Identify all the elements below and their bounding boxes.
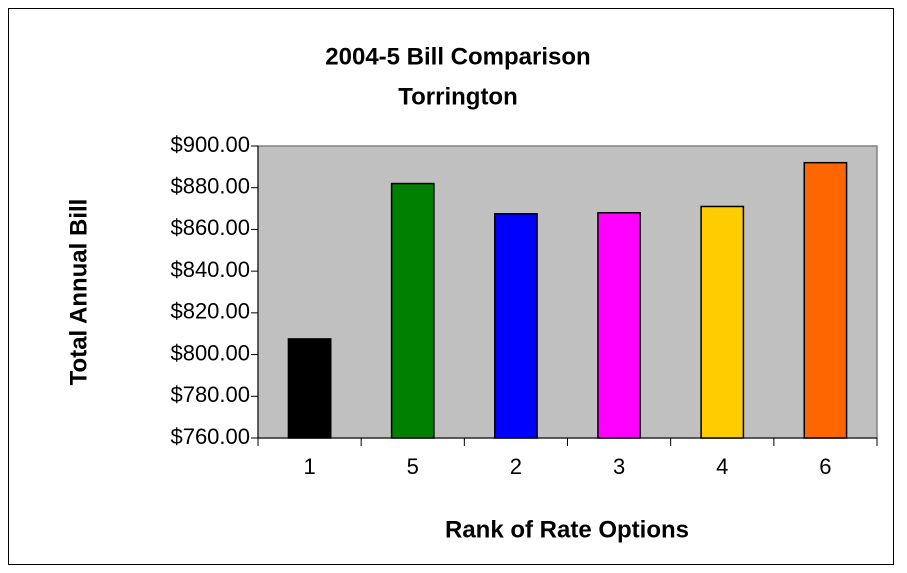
bar [700,205,745,439]
x-tick-label: 3 [613,454,625,479]
y-tick-label: $900.00 [170,132,250,157]
x-tick-label: 4 [716,454,728,479]
x-tick-label: 5 [407,454,419,479]
bar [390,182,435,439]
y-tick-label: $820.00 [170,299,250,324]
x-tick-label: 1 [303,454,315,479]
y-tick-label: $800.00 [170,340,250,365]
y-tick-label: $860.00 [170,215,250,240]
x-tick-label: 6 [819,454,831,479]
y-tick-label: $760.00 [170,424,250,449]
bar [494,213,538,439]
y-axis-title: Total Annual Bill [65,199,92,386]
bar [803,161,848,439]
y-tick-label: $880.00 [170,174,250,199]
x-axis-title: Rank of Rate Options [445,516,689,543]
x-tick-label: 2 [510,454,522,479]
y-tick-label: $780.00 [170,382,250,407]
bar [597,211,641,439]
bar [287,338,332,439]
plot-area [257,145,878,439]
chart-title: 2004-5 Bill Comparison [325,43,590,70]
y-tick-label: $840.00 [170,257,250,282]
chart-subtitle: Torrington [398,83,518,110]
